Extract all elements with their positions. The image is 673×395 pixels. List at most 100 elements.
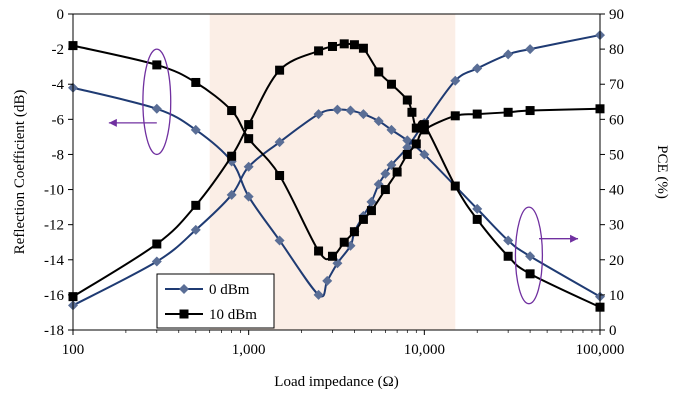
y-left-tick-label: -2: [52, 42, 65, 58]
x-tick-label: 1,000: [232, 342, 266, 358]
x-tick-label: 10,000: [404, 342, 445, 358]
y-right-tick-label: 30: [609, 218, 624, 234]
data-point-diamond: [386, 124, 397, 135]
data-point-diamond: [472, 203, 483, 214]
y-axis-left-title: Reflection Coefficient (dB): [12, 90, 28, 255]
plot-frame: [72, 13, 601, 331]
data-point-diamond: [226, 189, 237, 200]
data-point-square: [275, 171, 285, 181]
data-point-square: [179, 309, 189, 319]
annotation-arrow-head: [570, 234, 579, 243]
y-left-tick-label: -14: [44, 253, 64, 269]
legend-box: [156, 273, 275, 329]
data-point-diamond: [386, 159, 397, 170]
data-point-square: [402, 95, 412, 105]
data-point-square: [191, 77, 201, 87]
data-point-square: [227, 151, 237, 161]
series-pce-square: [68, 41, 605, 261]
y-axis-left: 0 -2 -4 -6 -8 -10 -12 -14 -16 -18: [44, 7, 73, 339]
data-point-square: [314, 246, 324, 256]
annotation-arrow-head: [108, 118, 117, 127]
data-point-diamond: [332, 104, 343, 115]
annotation-ellipse: [142, 48, 172, 156]
y-right-tick-label: 80: [609, 42, 624, 58]
data-point-square: [503, 251, 513, 261]
data-point-square: [358, 43, 368, 53]
y-right-tick-label: 50: [609, 147, 624, 163]
series-reflection-square: [68, 39, 605, 312]
data-point-diamond: [525, 44, 536, 55]
data-point-diamond: [358, 109, 369, 120]
series-layer: [68, 30, 605, 312]
data-point-diamond: [274, 235, 285, 246]
data-point-diamond: [243, 161, 254, 172]
data-point-square: [411, 139, 421, 149]
legend-items: 0 dBm 10 dBm: [165, 282, 257, 323]
data-point-diamond: [322, 275, 333, 286]
data-point-square: [339, 39, 349, 49]
data-point-square: [339, 237, 349, 247]
plot-area: [68, 13, 605, 331]
series-line: [72, 42, 601, 309]
data-point-square: [191, 200, 201, 210]
data-point-square: [152, 239, 162, 249]
data-point-square: [472, 214, 482, 224]
annotation-ellipse: [514, 206, 544, 305]
data-point-diamond: [345, 105, 356, 116]
data-point-square: [349, 40, 359, 50]
data-point-diamond: [274, 137, 285, 148]
data-point-square: [419, 120, 429, 130]
legend-label: 0 dBm: [209, 282, 250, 298]
series-line: [72, 108, 601, 307]
legend-item: 0 dBm: [165, 282, 250, 298]
data-point-square: [472, 109, 482, 119]
data-point-diamond: [503, 49, 514, 60]
y-left-tick-label: -12: [44, 218, 64, 234]
y-axis-right-title: PCE (%): [654, 145, 670, 199]
data-point-square: [525, 269, 535, 279]
legend-item: 10 dBm: [165, 307, 257, 323]
x-tick-label: 100: [62, 342, 85, 358]
data-point-square: [244, 120, 254, 130]
y-left-tick-label: -8: [52, 147, 65, 163]
data-point-diamond: [525, 251, 536, 262]
data-point-diamond: [313, 289, 324, 300]
y-left-tick-label: 0: [57, 7, 65, 23]
data-point-square: [450, 111, 460, 121]
data-point-square: [386, 79, 396, 89]
data-point-square: [402, 149, 412, 159]
data-point-square: [227, 106, 237, 116]
data-point-square: [349, 227, 359, 237]
data-point-diamond: [419, 149, 430, 160]
y-axis-right: 0 10 20 30 40 50 60 70 80 90: [600, 7, 624, 339]
data-point-square: [358, 214, 368, 224]
data-point-square: [380, 185, 390, 195]
y-right-tick-label: 0: [609, 323, 617, 339]
data-point-diamond: [380, 168, 391, 179]
legend-label: 10 dBm: [209, 307, 257, 323]
x-axis-title: Load impedance (Ω): [274, 374, 398, 390]
series-reflection-diamond: [68, 104, 605, 311]
annotation-layer: [108, 48, 579, 305]
data-point-diamond: [151, 103, 162, 114]
data-point-square: [366, 206, 376, 216]
y-right-tick-label: 40: [609, 183, 624, 199]
data-point-diamond: [190, 124, 201, 135]
x-tick-label: 100,000: [576, 342, 625, 358]
data-point-square: [450, 181, 460, 191]
data-point-square: [503, 107, 513, 117]
data-point-square: [392, 167, 402, 177]
data-point-diamond: [450, 75, 461, 86]
x-axis: 100 1,000 10,000 100,000: [62, 330, 625, 358]
data-point-diamond: [179, 284, 189, 294]
y-right-tick-label: 90: [609, 7, 624, 23]
legend: 0 dBm 10 dBm: [156, 273, 275, 329]
data-point-square: [314, 46, 324, 56]
y-left-tick-label: -16: [44, 288, 64, 304]
y-left-tick-label: -4: [52, 77, 65, 93]
data-point-square: [407, 107, 417, 117]
y-right-tick-label: 60: [609, 112, 624, 128]
data-point-diamond: [373, 116, 384, 127]
data-point-diamond: [332, 258, 343, 269]
